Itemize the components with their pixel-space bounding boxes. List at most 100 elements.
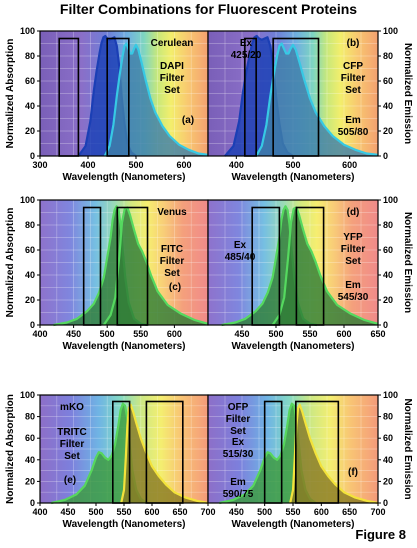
fluorophore-name: Cerulean xyxy=(151,38,194,49)
y-tick-label: 60 xyxy=(383,433,393,443)
x-tick-label: 450 xyxy=(66,329,81,339)
plot-border xyxy=(207,199,379,326)
page-title: Filter Combinations for Fluorescent Prot… xyxy=(59,1,358,17)
filter-set-label: Filter xyxy=(60,439,85,450)
y-tick-label: 100 xyxy=(20,390,35,400)
y-tick-label: 40 xyxy=(25,101,35,111)
filter-set-label: TRITC xyxy=(57,427,86,438)
x-tick-label: 400 xyxy=(32,507,47,517)
excitation-filter-label: 485/40 xyxy=(225,252,256,263)
y-tick-label: 80 xyxy=(25,412,35,422)
y-tick-label: 0 xyxy=(30,320,35,330)
filter-set-label: Set xyxy=(345,85,361,96)
y-tick-label: 20 xyxy=(25,295,35,305)
x-tick-label: 500 xyxy=(128,160,143,170)
y-tick-label: 20 xyxy=(383,476,393,486)
y-tick-label: 80 xyxy=(25,220,35,230)
x-tick-label: 500 xyxy=(88,507,103,517)
y-tick-label: 0 xyxy=(30,151,35,161)
x-tick-label: 500 xyxy=(257,507,272,517)
emission-curve-area xyxy=(272,207,378,325)
filter-set-label: OFP xyxy=(228,402,249,413)
emission-curve-line xyxy=(102,206,209,326)
y-tick-label: 60 xyxy=(383,245,393,255)
filter-set-label: Filter xyxy=(341,73,366,84)
emission-curve-line xyxy=(103,42,209,157)
y-tick-label: 60 xyxy=(25,433,35,443)
x-tick-label: 700 xyxy=(200,507,215,517)
y-tick-label: 100 xyxy=(20,195,35,205)
x-tick-label: 600 xyxy=(314,507,329,517)
filter-set-label: Set xyxy=(164,268,180,279)
filter-set-label: Set xyxy=(230,426,246,437)
x-tick-label: 550 xyxy=(285,507,300,517)
y-tick-label: 100 xyxy=(383,390,398,400)
x-tick-label: 650 xyxy=(370,329,385,339)
excitation-filter-label: Ex xyxy=(234,240,247,251)
emission-filter-label: 505/80 xyxy=(338,127,369,138)
y-tick-label: 40 xyxy=(25,455,35,465)
chart-panel-b: 400 500 600 0 20 40 60 80 100 Wavelength (Nanomet… xyxy=(207,26,413,183)
y-tick-label: 60 xyxy=(25,76,35,86)
y-tick-label: 80 xyxy=(383,51,393,61)
y-tick-label: 40 xyxy=(383,101,393,111)
y-tick-label: 40 xyxy=(383,270,393,280)
emission-filter-label: 545/30 xyxy=(338,292,369,303)
y-tick-label: 100 xyxy=(20,26,35,36)
x-tick-label: 600 xyxy=(336,329,351,339)
x-tick-label: 700 xyxy=(370,507,385,517)
x-tick-label: 400 xyxy=(32,329,47,339)
y-tick-label: 20 xyxy=(25,126,35,136)
x-tick-label: 450 xyxy=(234,329,249,339)
chart-panel-e: 400 450 500 550 600 650 700 0 20 40 60 80 100 Wavelen… xyxy=(5,390,216,530)
x-axis-label: Wavelength (Nanometers) xyxy=(232,172,355,183)
x-tick-label: 400 xyxy=(229,160,244,170)
x-tick-label: 500 xyxy=(100,329,115,339)
filter-set-label: CFP xyxy=(343,61,363,72)
x-tick-label: 300 xyxy=(32,160,47,170)
y-tick-label: 100 xyxy=(383,26,398,36)
x-tick-label: 450 xyxy=(60,507,75,517)
excitation-filter-label: Ex xyxy=(240,38,253,49)
y-tick-label: 40 xyxy=(25,270,35,280)
fluorophore-name: mKO xyxy=(60,402,84,413)
excitation-filter-label: 425/20 xyxy=(231,50,262,61)
x-tick-label: 650 xyxy=(172,507,187,517)
y-axis-label: Normalized Absorption xyxy=(5,39,16,149)
y-tick-label: 40 xyxy=(383,455,393,465)
fluorophore-name: Venus xyxy=(157,207,187,218)
x-tick-label: 450 xyxy=(229,507,244,517)
y-tick-label: 0 xyxy=(383,498,388,508)
panel-tag: (d) xyxy=(347,207,360,218)
x-tick-label: 550 xyxy=(116,507,131,517)
emission-curve-area xyxy=(104,43,208,156)
y-tick-label: 0 xyxy=(383,320,388,330)
x-tick-label: 600 xyxy=(342,160,357,170)
x-tick-label: 500 xyxy=(268,329,283,339)
y-axis-label: Normalized Emission xyxy=(402,43,413,144)
filter-set-label: Set xyxy=(345,256,361,267)
panel-tag: (c) xyxy=(169,282,181,293)
y-tick-label: 20 xyxy=(25,476,35,486)
panel-tag: (b) xyxy=(347,38,360,49)
filter-set-label: YFP xyxy=(343,232,363,243)
emission-curve-line xyxy=(271,206,379,326)
excitation-filter-label: Ex xyxy=(232,437,245,448)
emission-filter-label: Em xyxy=(230,477,246,488)
y-tick-label: 0 xyxy=(30,498,35,508)
chart-panel-a: 300 400 500 600 0 20 40 60 80 100 Wavelength (Nano… xyxy=(5,26,209,183)
y-tick-label: 60 xyxy=(383,76,393,86)
filter-set-label: Filter xyxy=(160,256,185,267)
y-axis-label: Normalized Absorption xyxy=(5,208,16,318)
filter-set-label: DAPI xyxy=(160,61,184,72)
emission-filter-label: Em xyxy=(345,115,361,126)
x-tick-label: 550 xyxy=(133,329,148,339)
panel-tag: (e) xyxy=(64,475,76,486)
panel-tag: (f) xyxy=(348,467,358,478)
filter-set-label: Set xyxy=(164,85,180,96)
x-tick-label: 400 xyxy=(80,160,95,170)
x-axis-label: Wavelength (Nanometers) xyxy=(63,172,186,183)
x-axis-label: Wavelength (Nanometers) xyxy=(63,341,186,352)
